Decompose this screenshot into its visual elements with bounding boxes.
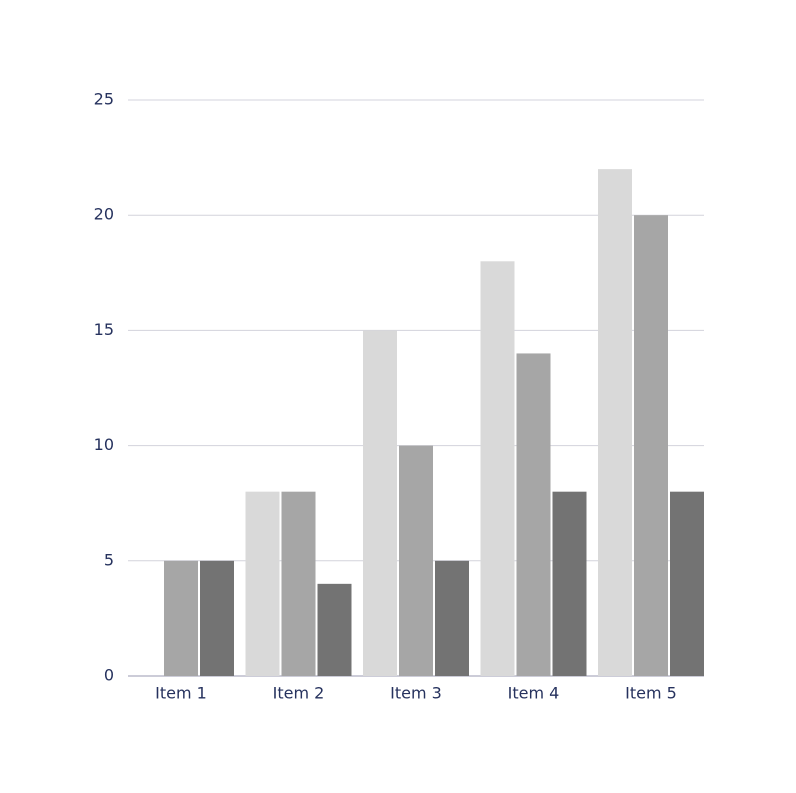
y-tick-label: 15 [94,320,114,339]
bar [435,560,469,676]
bar [552,491,587,676]
bar [598,169,632,676]
y-tick-label: 25 [94,90,114,109]
x-tick-label: Item 3 [390,684,442,703]
x-tick-label: Item 1 [155,684,207,703]
y-tick-label: 5 [104,550,114,569]
bar [164,560,198,676]
bar [480,261,515,676]
bar [200,560,234,676]
bar [245,491,280,676]
bar [670,491,704,676]
bar [634,215,668,676]
bar [363,330,397,676]
x-tick-label: Item 4 [508,684,560,703]
bar [399,445,433,676]
x-tick-label: Item 5 [625,684,677,703]
y-tick-label: 0 [104,666,114,685]
x-tick-label: Item 2 [273,684,325,703]
bar [516,353,551,676]
y-tick-label: 20 [94,205,114,224]
y-tick-label: 10 [94,435,114,454]
bar [281,491,316,676]
bar [317,583,352,676]
